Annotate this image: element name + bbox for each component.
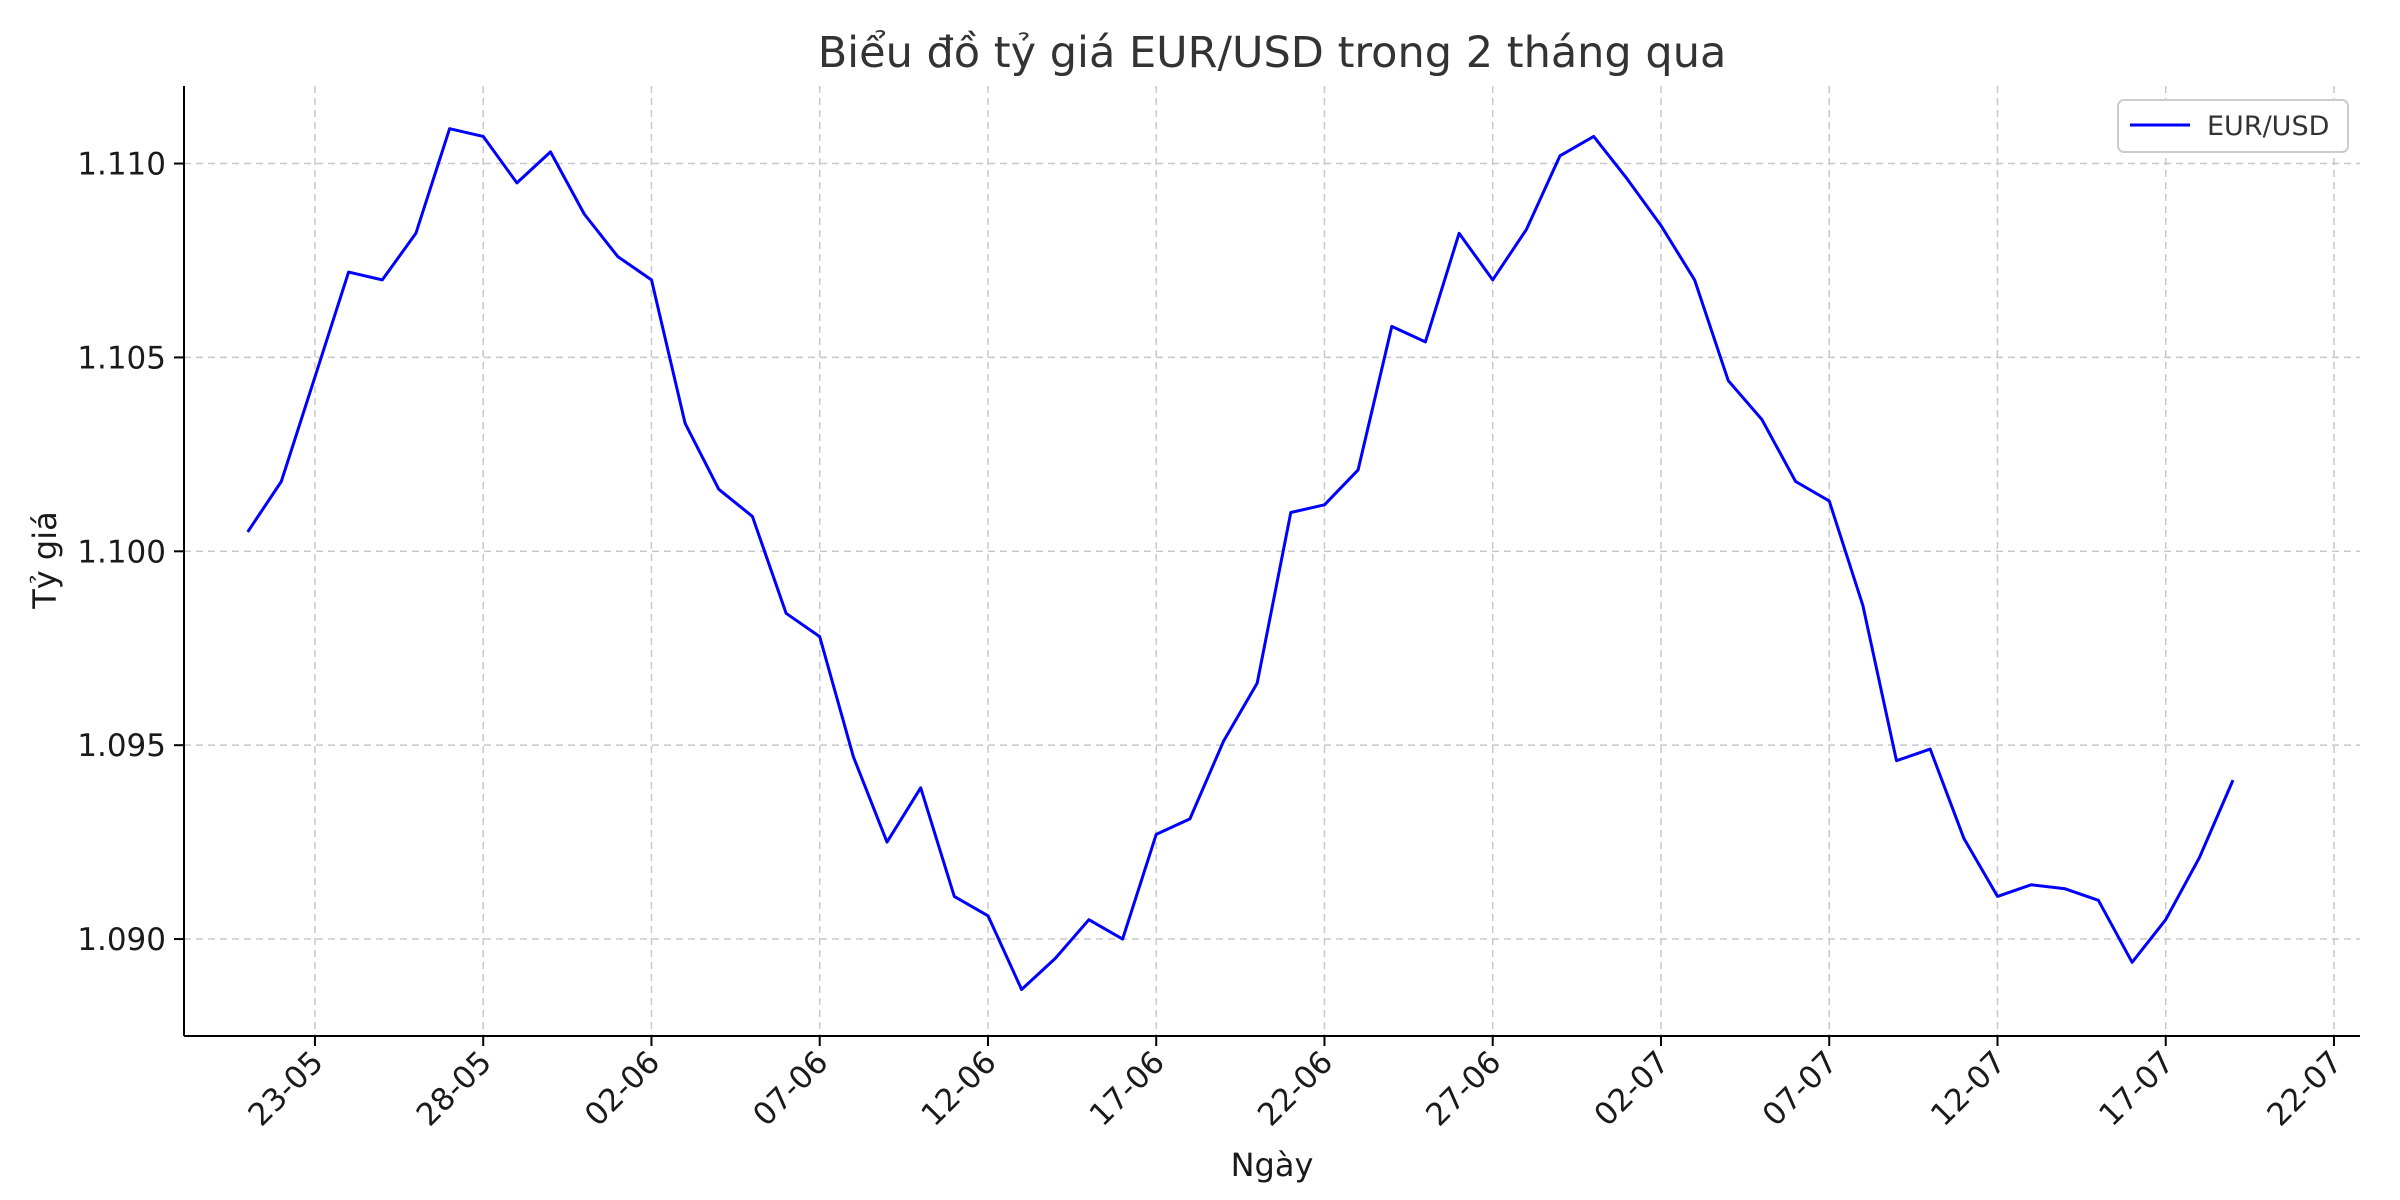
x-tick-label: 22-06 bbox=[1251, 1044, 1340, 1133]
x-tick-label: 12-06 bbox=[914, 1044, 1003, 1133]
y-tick-label: 1.095 bbox=[77, 728, 166, 764]
x-tick-label: 27-06 bbox=[1419, 1044, 1508, 1133]
x-tick-label: 12-07 bbox=[1924, 1044, 2013, 1133]
legend-box bbox=[2117, 99, 2349, 153]
x-axis-ticks: 23-05 28-05 02-06 07-06 12-06 17-06 22-06 27-06… bbox=[241, 1036, 2350, 1133]
grid bbox=[184, 86, 2360, 1036]
y-tick-label: 1.090 bbox=[77, 922, 166, 958]
y-axis-label: Tỷ giá bbox=[26, 511, 64, 609]
chart-title: Biểu đồ tỷ giá EUR/USD trong 2 tháng qua bbox=[818, 28, 1727, 78]
series-line-eur-usd bbox=[246, 127, 2235, 991]
y-tick-label: 1.105 bbox=[77, 340, 166, 376]
x-tick-label: 23-05 bbox=[241, 1044, 330, 1133]
x-tick-label: 17-07 bbox=[2092, 1044, 2181, 1133]
y-tick-label: 1.100 bbox=[77, 534, 166, 570]
x-tick-label: 28-05 bbox=[410, 1044, 499, 1133]
x-tick-label: 07-06 bbox=[746, 1044, 835, 1133]
legend: EUR/USD bbox=[2117, 99, 2349, 153]
legend-label-eur-usd: EUR/USD bbox=[2207, 111, 2329, 142]
y-tick-label: 1.110 bbox=[77, 147, 166, 183]
x-tick-label: 07-07 bbox=[1756, 1044, 1845, 1133]
series-layer bbox=[246, 127, 2235, 991]
y-axis-ticks: 1.090 1.095 1.100 1.105 1.110 bbox=[77, 147, 184, 958]
x-tick-label: 02-06 bbox=[578, 1044, 667, 1133]
x-tick-label: 02-07 bbox=[1587, 1044, 1676, 1133]
x-tick-label: 17-06 bbox=[1083, 1044, 1172, 1133]
x-tick-label: 22-07 bbox=[2260, 1044, 2349, 1133]
x-axis-label: Ngày bbox=[1231, 1146, 1314, 1184]
